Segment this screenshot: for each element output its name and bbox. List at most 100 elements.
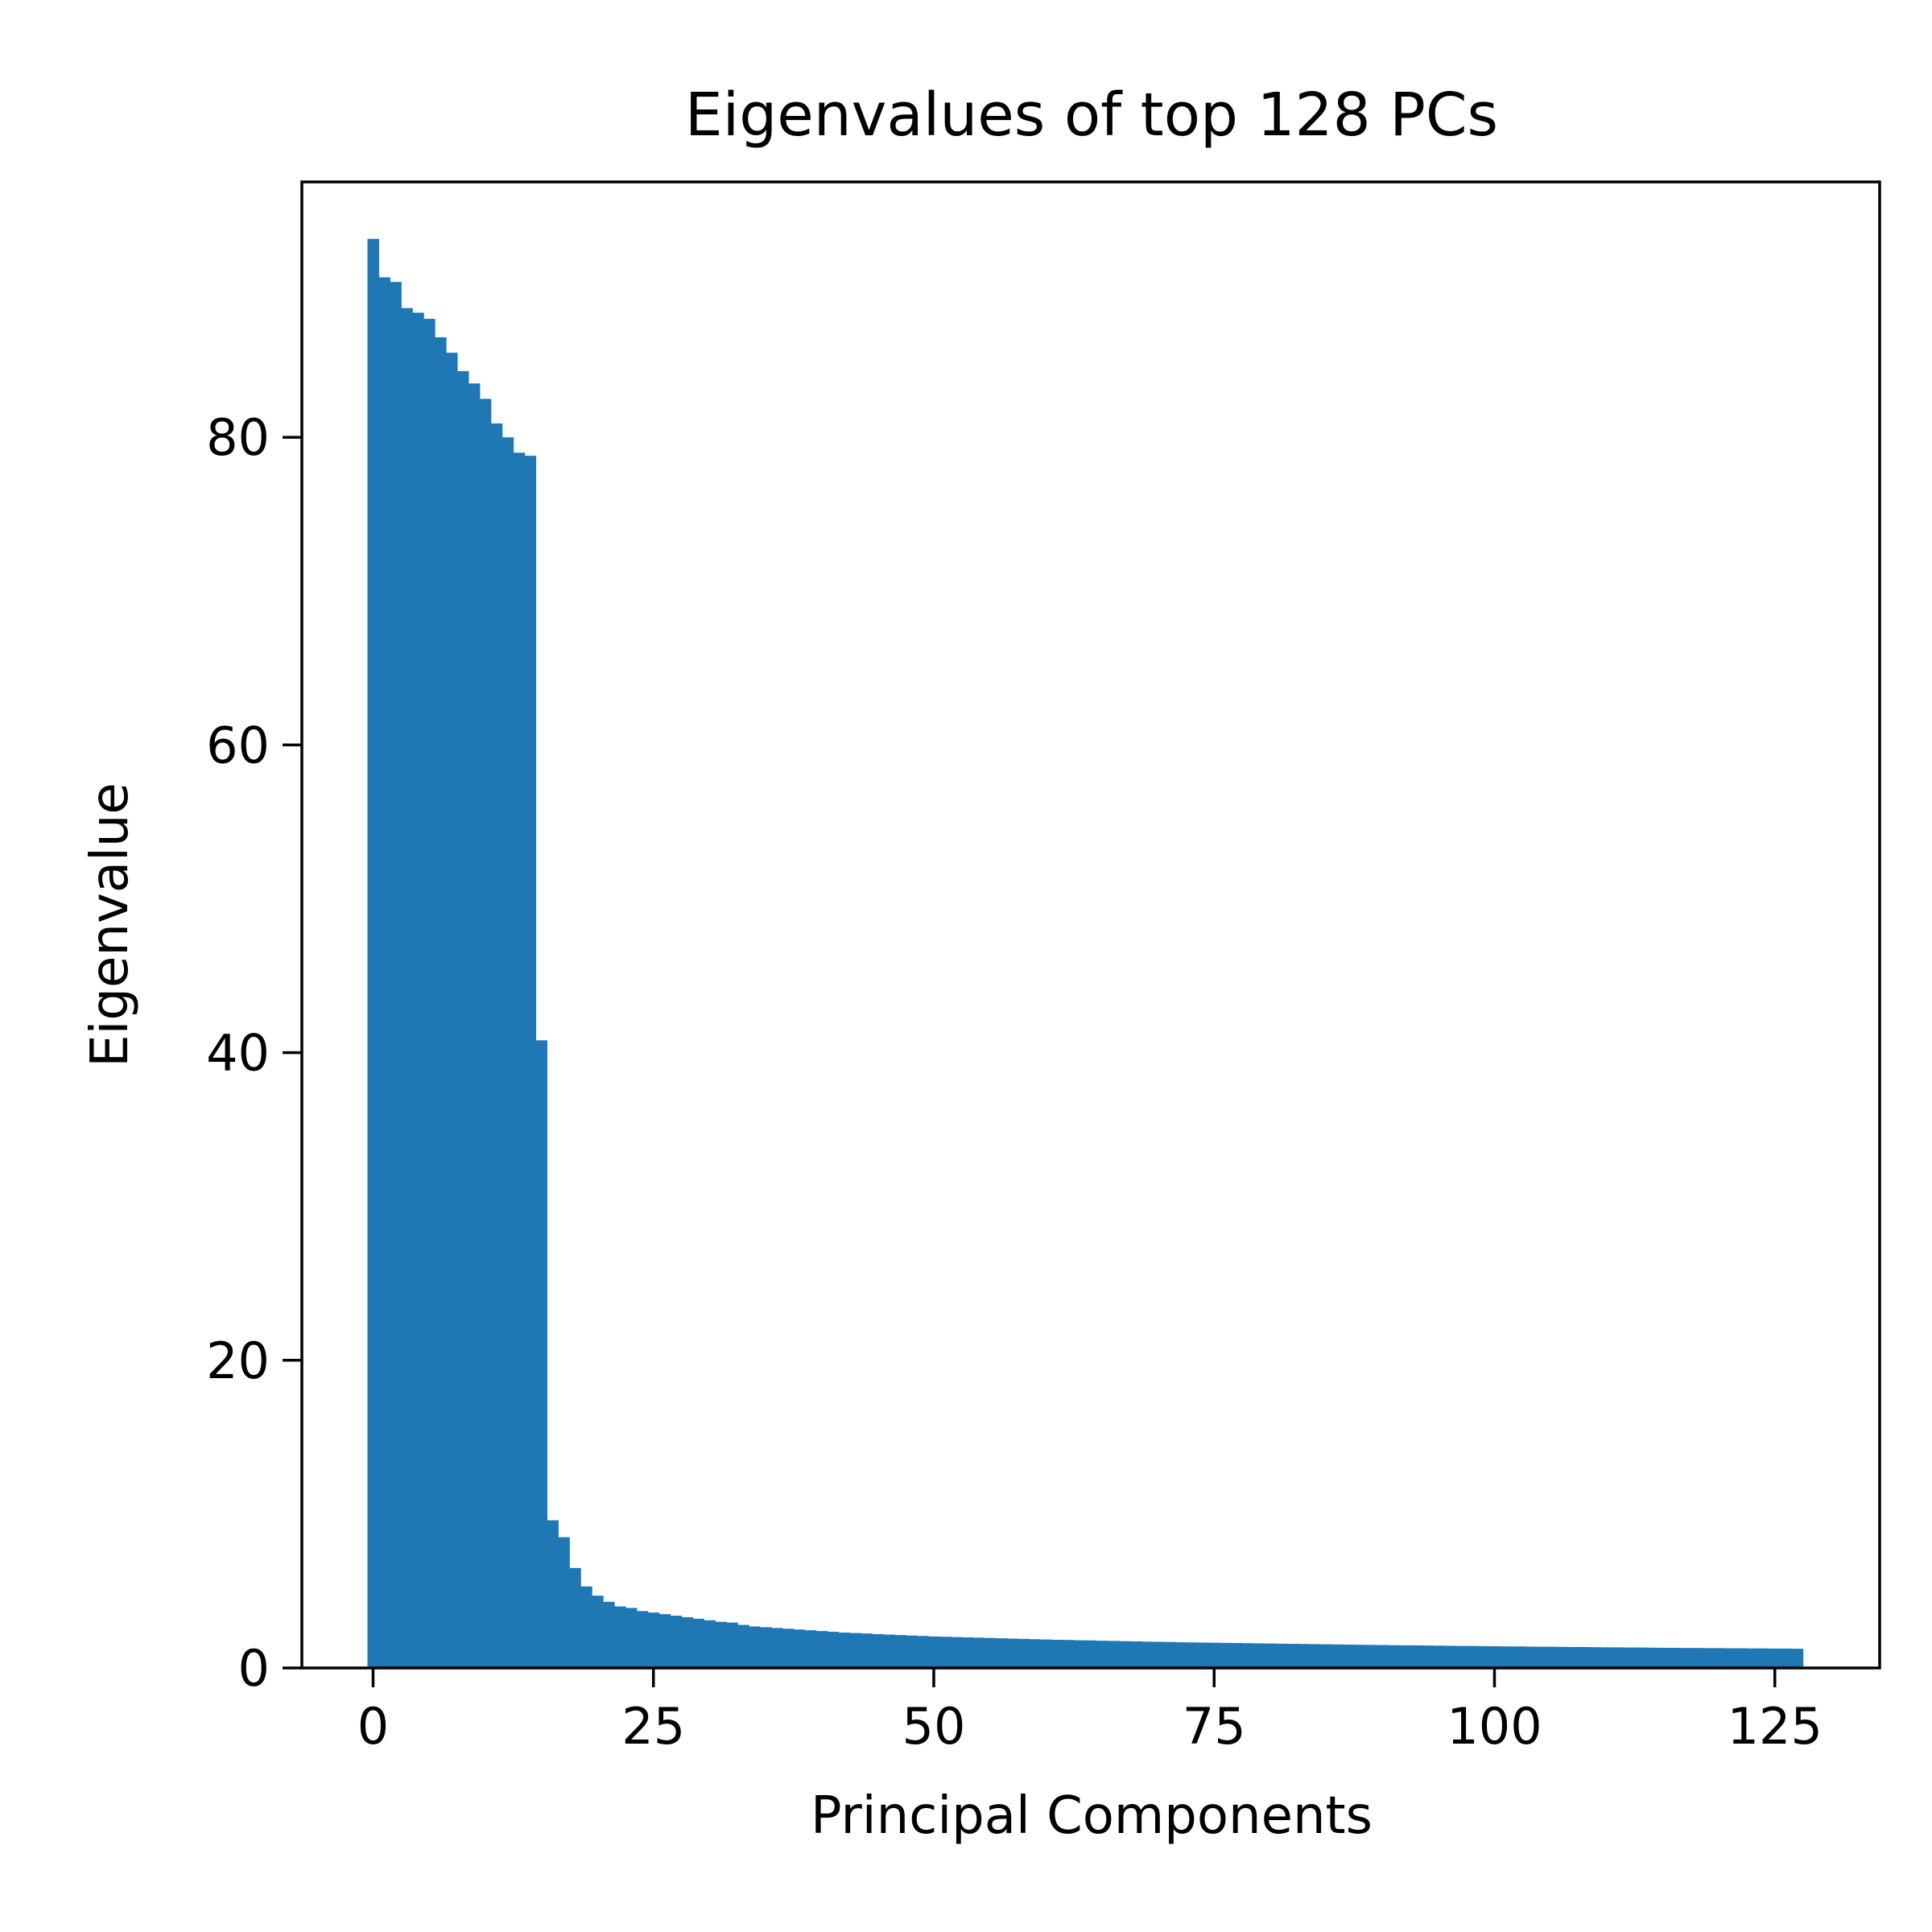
bar-pc-32 bbox=[726, 1622, 738, 1668]
bar-pc-125 bbox=[1769, 1648, 1781, 1668]
bar-pc-127 bbox=[1791, 1649, 1804, 1668]
bar-pc-43 bbox=[849, 1633, 862, 1668]
bar-pc-26 bbox=[658, 1614, 671, 1668]
bar-pc-63 bbox=[1074, 1640, 1086, 1668]
bar-pc-109 bbox=[1589, 1647, 1602, 1668]
bar-pc-8 bbox=[456, 371, 469, 1668]
bar-pc-40 bbox=[815, 1631, 828, 1668]
bar-pc-87 bbox=[1343, 1644, 1355, 1668]
x-tick-label-125: 125 bbox=[1728, 1697, 1823, 1756]
bar-pc-51 bbox=[939, 1637, 952, 1668]
bar-pc-34 bbox=[749, 1626, 761, 1668]
bar-pc-94 bbox=[1421, 1645, 1434, 1668]
bar-pc-67 bbox=[1118, 1641, 1131, 1668]
bar-pc-46 bbox=[883, 1634, 895, 1668]
bar-pc-113 bbox=[1634, 1647, 1647, 1668]
bar-pc-9 bbox=[468, 383, 481, 1669]
plot-frame bbox=[300, 180, 1881, 1670]
x-tick-label-50: 50 bbox=[902, 1697, 966, 1756]
bar-pc-37 bbox=[782, 1629, 795, 1668]
bar-pc-38 bbox=[793, 1629, 806, 1668]
bar-pc-72 bbox=[1174, 1642, 1187, 1668]
bar-pc-123 bbox=[1746, 1648, 1759, 1668]
y-tick-label-40: 40 bbox=[206, 1024, 270, 1083]
bar-pc-6 bbox=[435, 337, 447, 1668]
bar-pc-116 bbox=[1668, 1647, 1680, 1668]
bar-pc-55 bbox=[984, 1637, 997, 1668]
bar-pc-1 bbox=[378, 277, 390, 1669]
bar-pc-49 bbox=[917, 1636, 929, 1668]
bar-pc-76 bbox=[1220, 1642, 1232, 1668]
bar-pc-25 bbox=[647, 1612, 660, 1668]
bar-pc-89 bbox=[1365, 1645, 1377, 1668]
bar-pc-77 bbox=[1231, 1643, 1243, 1668]
bar-pc-20 bbox=[592, 1596, 604, 1668]
y-tick-label-60: 60 bbox=[206, 716, 270, 774]
bar-pc-118 bbox=[1690, 1648, 1703, 1668]
bar-pc-2 bbox=[390, 282, 402, 1669]
bar-pc-61 bbox=[1051, 1640, 1063, 1668]
bar-pc-107 bbox=[1567, 1647, 1579, 1668]
bar-pc-97 bbox=[1455, 1645, 1468, 1668]
bar-pc-80 bbox=[1264, 1643, 1277, 1668]
bar-pc-17 bbox=[558, 1537, 570, 1668]
bar-pc-78 bbox=[1242, 1643, 1254, 1668]
bar-pc-54 bbox=[972, 1637, 985, 1668]
bar-pc-4 bbox=[412, 312, 424, 1669]
bar-pc-105 bbox=[1545, 1646, 1557, 1668]
bar-pc-68 bbox=[1129, 1641, 1142, 1668]
x-axis-label: Principal Components bbox=[811, 1786, 1373, 1846]
bar-pc-96 bbox=[1443, 1645, 1456, 1668]
bar-pc-93 bbox=[1410, 1645, 1422, 1668]
bar-pc-114 bbox=[1645, 1647, 1658, 1668]
bar-pc-117 bbox=[1679, 1648, 1691, 1668]
bar-pc-65 bbox=[1096, 1641, 1108, 1668]
x-tick-label-75: 75 bbox=[1183, 1697, 1246, 1756]
bar-pc-98 bbox=[1466, 1645, 1479, 1668]
bar-pc-44 bbox=[861, 1633, 873, 1668]
bar-pc-66 bbox=[1107, 1641, 1120, 1668]
bar-pc-122 bbox=[1736, 1648, 1748, 1668]
bar-pc-126 bbox=[1780, 1648, 1793, 1668]
bar-pc-84 bbox=[1309, 1644, 1322, 1668]
bar-pc-14 bbox=[524, 456, 537, 1668]
bar-pc-90 bbox=[1377, 1645, 1389, 1668]
bar-pc-16 bbox=[547, 1520, 559, 1668]
bar-pc-18 bbox=[569, 1567, 581, 1668]
y-tick-label-80: 80 bbox=[206, 408, 270, 467]
bar-pc-100 bbox=[1488, 1646, 1501, 1668]
bar-pc-74 bbox=[1197, 1642, 1209, 1668]
y-axis-ticks: 0 20 40 60 80 bbox=[206, 408, 302, 1698]
bar-pc-88 bbox=[1354, 1645, 1366, 1668]
bar-pc-23 bbox=[625, 1608, 638, 1668]
bar-pc-15 bbox=[535, 1040, 547, 1668]
bar-pc-59 bbox=[1029, 1639, 1041, 1668]
bar-pc-39 bbox=[804, 1630, 817, 1668]
bar-pc-42 bbox=[838, 1633, 851, 1668]
bar-pc-108 bbox=[1578, 1647, 1591, 1668]
bar-pc-85 bbox=[1320, 1644, 1333, 1668]
bar-pc-83 bbox=[1298, 1644, 1311, 1668]
bar-pc-75 bbox=[1208, 1642, 1220, 1668]
y-tick-label-0: 0 bbox=[238, 1639, 270, 1698]
bar-pc-60 bbox=[1040, 1639, 1052, 1668]
bar-pc-120 bbox=[1713, 1648, 1725, 1668]
x-tick-label-25: 25 bbox=[621, 1697, 685, 1756]
bar-pc-45 bbox=[872, 1633, 884, 1668]
bar-pc-106 bbox=[1556, 1646, 1568, 1668]
bar-pc-5 bbox=[423, 319, 436, 1669]
bar-series bbox=[367, 238, 1804, 1669]
bar-pc-24 bbox=[636, 1611, 649, 1668]
bar-pc-22 bbox=[613, 1606, 626, 1668]
bar-pc-3 bbox=[401, 308, 413, 1669]
bar-pc-101 bbox=[1500, 1646, 1512, 1668]
bar-pc-124 bbox=[1757, 1648, 1770, 1668]
bar-pc-111 bbox=[1612, 1647, 1624, 1668]
bar-pc-104 bbox=[1534, 1646, 1546, 1668]
bar-pc-33 bbox=[737, 1624, 749, 1668]
bar-pc-115 bbox=[1657, 1647, 1670, 1668]
bar-pc-86 bbox=[1331, 1644, 1344, 1668]
bar-pc-48 bbox=[906, 1635, 918, 1668]
bar-pc-91 bbox=[1388, 1645, 1400, 1668]
